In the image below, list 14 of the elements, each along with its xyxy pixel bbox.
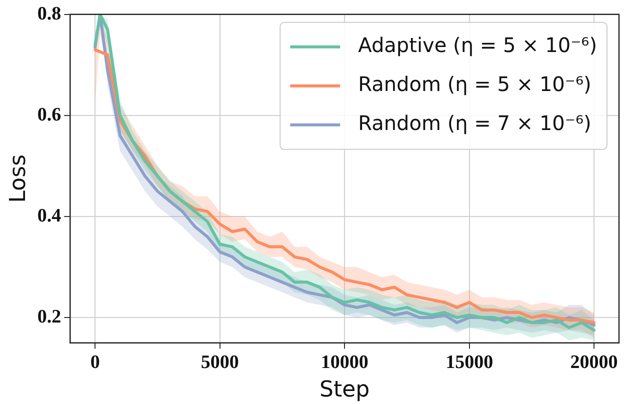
x-tick-label: 15000: [446, 352, 494, 374]
legend-label: Random (η = 5 × 10⁻⁶): [358, 72, 592, 96]
x-axis-title: Step: [320, 378, 370, 403]
y-tick-label: 0.8: [37, 3, 62, 24]
y-tick-label: 0.4: [37, 205, 62, 226]
y-tick-label: 0.2: [37, 306, 62, 328]
legend-label: Adaptive (η = 5 × 10⁻⁶): [358, 33, 598, 58]
x-tick-label: 0: [90, 352, 100, 374]
y-tick-label: 0.6: [37, 104, 62, 126]
x-tick-label: 10000: [320, 352, 368, 374]
x-tick-label: 5000: [200, 352, 239, 374]
y-axis-title: Loss: [6, 154, 31, 203]
x-tick-label: 20000: [570, 352, 618, 374]
legend-label: Random (η = 7 × 10⁻⁶): [358, 111, 592, 136]
